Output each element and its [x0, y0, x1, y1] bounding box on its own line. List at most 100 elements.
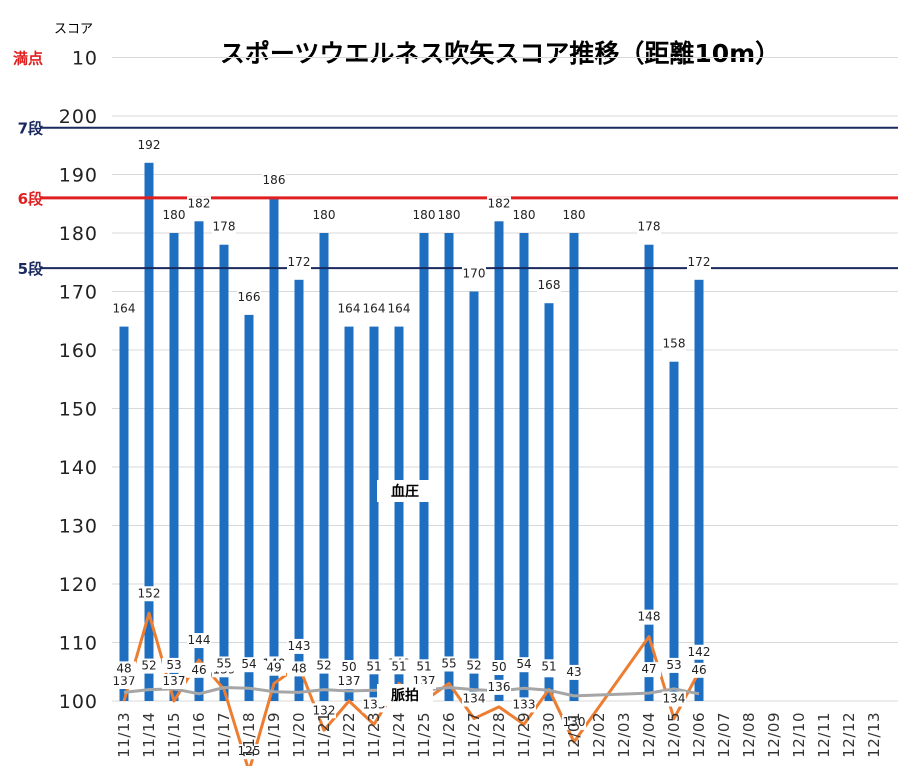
blood-pressure-value-label-bg: [187, 633, 211, 649]
blood-pressure-value-label: 143: [288, 639, 311, 653]
pulse-value-label-bg: [337, 660, 361, 675]
pulse-value-label-bg: [537, 659, 561, 675]
pulse-value-label-bg: [312, 658, 336, 674]
score-value-label-bg: [662, 336, 686, 352]
score-value-label-bg: [687, 254, 711, 270]
pulse-value-label: 47: [641, 662, 656, 676]
pulse-value-label-bg: [462, 658, 486, 674]
score-value-label: 158: [663, 337, 686, 351]
score-bar: [419, 233, 429, 701]
blood-pressure-value-label-bg: [337, 674, 361, 689]
score-value-label: 180: [163, 208, 186, 222]
score-value-label: 164: [338, 302, 361, 316]
pulse-value-label-bg: [512, 657, 536, 673]
blood-pressure-value-label-bg: [287, 638, 311, 654]
y-tick-label: 130: [59, 516, 98, 538]
x-tick-label: 12/05: [665, 712, 683, 758]
blood-pressure-value-label: 133: [513, 697, 536, 711]
pulse-value-label-bg: [362, 659, 386, 675]
x-tick-label: 11/28: [490, 712, 508, 758]
pulse-value-label: 46: [191, 663, 206, 677]
score-bar: [394, 326, 404, 701]
x-tick-label: 12/11: [815, 712, 833, 758]
pulse-value-label: 48: [116, 661, 131, 675]
blood-pressure-value-label: 144: [188, 633, 211, 647]
score-value-label-bg: [387, 301, 411, 317]
x-tick-label: 11/20: [290, 712, 308, 758]
score-value-label-bg: [562, 208, 586, 223]
blood-pressure-value-label-bg: [637, 609, 661, 625]
pulse-series-label-bg: [377, 684, 433, 706]
pulse-value-label-bg: [387, 659, 411, 675]
pulse-value-label-bg: [437, 656, 461, 672]
score-value-label-bg: [212, 219, 236, 235]
y-tick-label: 120: [59, 574, 98, 596]
blood-pressure-value-label: 125: [238, 744, 261, 758]
score-value-label-bg: [262, 172, 286, 188]
pulse-value-label: 52: [316, 659, 331, 673]
x-tick-label: 11/27: [465, 712, 483, 758]
x-tick-label: 12/07: [715, 712, 733, 758]
score-bar: [319, 233, 329, 701]
x-tick-label: 11/14: [140, 712, 158, 758]
y-tick-label: 10: [72, 48, 98, 70]
pulse-value-label: 52: [141, 659, 156, 673]
blood-pressure-value-label: 148: [638, 610, 661, 624]
x-tick-label: 11/25: [415, 712, 433, 758]
reference-lines: 満点 7段 6段 5段: [13, 50, 898, 278]
x-tick-label: 11/24: [390, 712, 408, 758]
score-bar: [194, 221, 204, 702]
y-tick-label: 110: [59, 633, 98, 655]
pulse-value-label: 46: [691, 663, 706, 677]
pulse-value-label-bg: [112, 661, 136, 677]
blood-pressure-value-label: 132: [313, 703, 336, 717]
x-tick-label: 12/10: [790, 712, 808, 758]
score-value-label: 178: [638, 220, 661, 234]
pulse-value-label: 50: [491, 660, 506, 674]
blood-pressure-value-label: 137: [338, 674, 361, 688]
reference-line-label: 満点: [13, 50, 43, 68]
score-value-label: 168: [538, 278, 561, 292]
score-bar: [569, 233, 579, 701]
pulse-value-label-bg: [412, 659, 436, 675]
pulse-value-label: 52: [466, 659, 481, 673]
blood-pressure-value-label-bg: [237, 744, 261, 760]
score-value-label: 182: [488, 196, 511, 210]
score-value-label-bg: [512, 208, 536, 223]
pulse-value-label-bg: [162, 657, 186, 673]
score-value-label-bg: [162, 208, 186, 223]
score-value-label-bg: [112, 301, 136, 317]
y-tick-label: 200: [59, 106, 98, 128]
pulse-value-label-bg: [662, 657, 686, 673]
score-value-label: 172: [288, 255, 311, 269]
x-tick-label: 11/30: [540, 712, 558, 758]
score-bar: [494, 221, 504, 702]
score-bar: [344, 326, 354, 701]
score-bar: [269, 197, 279, 701]
blood-pressure-value-label: 142: [688, 645, 711, 659]
score-value-label: 180: [413, 208, 436, 222]
pulse-value-label: 51: [541, 659, 556, 673]
score-bar: [444, 233, 454, 701]
blood-pressure-value-label: 130: [563, 715, 586, 729]
y-tick-label: 180: [59, 223, 98, 245]
pulse-value-label-bg: [287, 661, 311, 677]
blood-pressure-value-label: 136: [488, 680, 511, 694]
score-bar: [119, 326, 129, 701]
score-value-label: 164: [388, 302, 411, 316]
x-tick-label: 12/02: [590, 712, 608, 758]
x-tick-label: 11/13: [115, 712, 133, 758]
score-value-label: 164: [363, 302, 386, 316]
blood-pressure-value-label-bg: [487, 679, 511, 695]
blood-pressure-series-label-bg: [377, 480, 433, 502]
blood-pressure-value-label-bg: [112, 674, 136, 689]
score-bar: [144, 162, 154, 702]
score-value-label-bg: [362, 301, 386, 317]
x-tick-label: 11/15: [165, 712, 183, 758]
pulse-value-label-bg: [687, 662, 711, 678]
score-bar: [469, 291, 479, 701]
pulse-value-label: 53: [666, 658, 681, 672]
pulse-value-label: 55: [216, 657, 231, 671]
score-bar: [644, 244, 654, 701]
